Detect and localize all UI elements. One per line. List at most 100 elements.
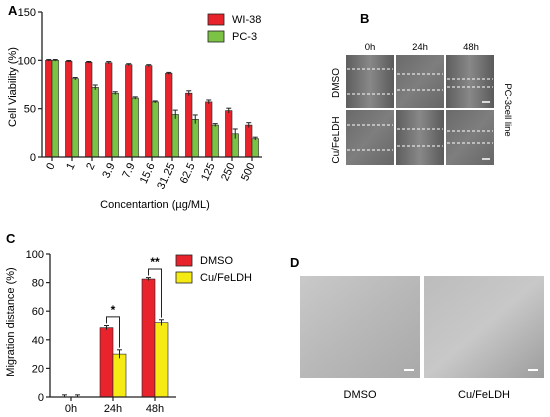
- legend-swatch-wi38: [207, 13, 225, 26]
- a-bar-pc3-6: [171, 114, 179, 158]
- chart-c-legend: DMSO Cu/FeLDH: [175, 254, 252, 284]
- micrograph-cufeldh-48h: [446, 110, 494, 165]
- panel-b-row-cufeldh: Cu/FeLDH: [331, 116, 342, 163]
- a-bar-wi38-0: [45, 60, 53, 158]
- a-ytick-label: 0: [30, 152, 36, 164]
- a-bar-pc3-10: [251, 138, 259, 158]
- c-ytick-label: 0: [38, 392, 44, 404]
- a-bar-wi38-7: [185, 92, 193, 158]
- panel-b-row-dmso: DMSO: [331, 68, 342, 98]
- micrograph-cufeldh-24h: [396, 110, 444, 165]
- a-bar-wi38-4: [125, 64, 133, 158]
- panel-label-a: A: [8, 3, 18, 18]
- a-bar-pc3-7: [191, 119, 199, 158]
- significance-marker-24h: *: [111, 303, 116, 317]
- a-bar-wi38-8: [205, 101, 213, 158]
- panel-b-cell-line-label: PC-3cell line: [502, 83, 513, 136]
- micrograph-d-cufeldh: [424, 276, 544, 378]
- a-bar-pc3-1: [71, 78, 79, 158]
- a-xtick-label: 2: [84, 161, 97, 172]
- chart-a-legend: WI-38 PC-3: [207, 13, 261, 43]
- legend-label-cufeldh: Cu/FeLDH: [200, 272, 252, 284]
- panel-b-time-0h: 0h: [365, 42, 376, 53]
- legend-label-pc3: PC-3: [232, 31, 257, 43]
- panel-d-caption-cufeldh: Cu/FeLDH: [458, 389, 510, 401]
- panel-d-caption-dmso: DMSO: [344, 389, 377, 401]
- c-ytick-label: 100: [26, 249, 44, 261]
- a-bar-pc3-8: [211, 124, 219, 158]
- a-bar-wi38-6: [165, 73, 173, 158]
- a-bar-wi38-1: [65, 60, 73, 158]
- chart-c-error-bars: [62, 277, 164, 397]
- legend-swatch-pc3: [207, 30, 225, 43]
- a-bar-pc3-2: [91, 87, 99, 158]
- chart-c-y-label: Migration distance (%): [5, 267, 17, 376]
- panel-d-images: DMSO Cu/FeLDH: [300, 276, 544, 401]
- micrograph-cufeldh-0h: [346, 110, 394, 165]
- a-xtick-label: 500: [239, 161, 258, 183]
- legend-swatch-dmso: [175, 254, 193, 267]
- c-ytick-label: 40: [32, 335, 44, 347]
- legend-label-dmso: DMSO: [200, 255, 233, 267]
- micrograph-dmso-0h: [346, 55, 394, 108]
- chart-a-y-ticks: 0 50 100 150: [18, 7, 42, 164]
- c-ytick-label: 60: [32, 306, 44, 318]
- legend-swatch-cufeldh: [175, 271, 193, 284]
- a-xtick-label: 0: [44, 161, 57, 172]
- a-bar-wi38-9: [225, 110, 233, 158]
- c-ytick-label: 80: [32, 278, 44, 290]
- chart-c-bars: [99, 278, 169, 398]
- c-xtick-label: 0h: [65, 403, 77, 415]
- c-bar-dmso-1: [99, 327, 114, 398]
- significance-marker-48h: **: [150, 255, 160, 269]
- panel-b-time-48h: 48h: [463, 42, 479, 53]
- c-xtick-label: 48h: [146, 403, 164, 415]
- significance-bracket-48h: [148, 268, 162, 318]
- c-xtick-label: 24h: [104, 403, 122, 415]
- c-bar-cufeldh-2: [154, 322, 169, 398]
- chart-a-x-label: Concentartion (µg/ML): [100, 199, 210, 211]
- panel-label-d: D: [290, 255, 299, 270]
- a-ytick-label: 100: [18, 55, 36, 67]
- a-bar-wi38-3: [105, 62, 113, 158]
- a-xtick-label: 1: [64, 161, 77, 172]
- a-bar-wi38-10: [245, 124, 253, 158]
- c-ytick-label: 20: [32, 363, 44, 375]
- chart-c-y-ticks: 0 20 40 60 80 100: [26, 249, 50, 404]
- a-bar-pc3-0: [51, 60, 59, 158]
- wound-edge-lines: [347, 68, 493, 151]
- panel-b-wound-images: 0h 24h 48h DMSO Cu/FeLDH PC-3cell line: [331, 42, 513, 165]
- a-xtick-label: 15.6: [138, 161, 158, 185]
- legend-label-wi38: WI-38: [232, 14, 261, 26]
- chart-a-error-bars: [46, 59, 258, 141]
- a-xtick-label: 7.9: [120, 161, 137, 180]
- a-bar-pc3-5: [151, 101, 159, 158]
- a-bar-wi38-5: [145, 65, 153, 158]
- chart-c-significance: ***: [106, 255, 162, 348]
- a-bar-wi38-2: [85, 61, 93, 158]
- c-bar-dmso-2: [141, 278, 156, 398]
- micrograph-d-dmso: [300, 276, 420, 378]
- micrograph-dmso-48h: [446, 55, 494, 108]
- c-bar-cufeldh-1: [112, 353, 127, 398]
- a-xtick-label: 3.9: [100, 161, 117, 180]
- a-ytick-label: 150: [18, 7, 36, 19]
- a-bar-pc3-3: [111, 92, 119, 158]
- panel-b-time-24h: 24h: [412, 42, 428, 53]
- a-xtick-label: 62.5: [178, 161, 198, 185]
- panel-label-b: B: [360, 11, 369, 26]
- a-xtick-label: 250: [219, 161, 238, 183]
- chart-c-x-ticks: 0h 24h 48h: [65, 397, 164, 415]
- a-xtick-label: 125: [199, 161, 218, 183]
- chart-a-x-ticks: 0 1 2 3.9 7.9 15.631.25 62.5 125 250 500: [44, 157, 258, 191]
- panel-label-c: C: [6, 231, 16, 246]
- significance-bracket-24h: [106, 316, 120, 348]
- micrograph-dmso-24h: [396, 55, 444, 108]
- chart-a-y-label: Cell Viability (%): [7, 47, 19, 127]
- a-ytick-label: 50: [24, 104, 36, 116]
- a-xtick-label: 31.25: [155, 161, 178, 191]
- a-bar-pc3-4: [131, 97, 139, 158]
